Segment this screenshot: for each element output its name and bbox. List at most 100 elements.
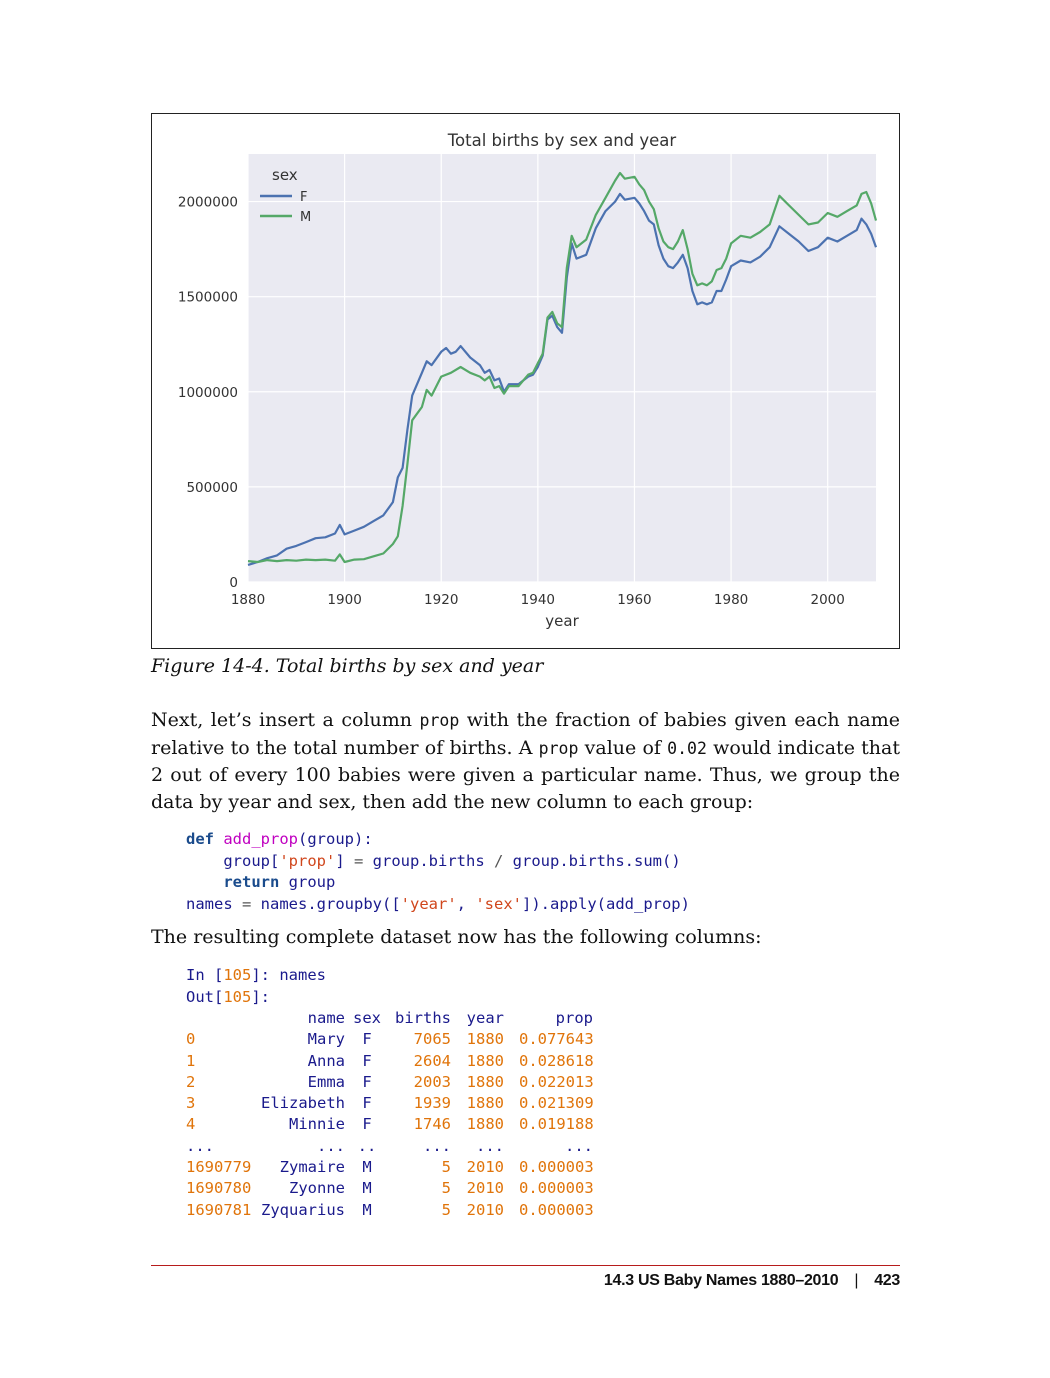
legend-label-m: M (300, 210, 311, 225)
row-index: 1690779 (186, 1158, 252, 1177)
cell-births: 1746 (413, 1115, 451, 1134)
code-token: ]).apply(add_prop) (522, 894, 690, 913)
plot-background (248, 154, 876, 582)
code-string: 'year' (400, 894, 457, 913)
in-prompt-label: In [ (186, 966, 224, 984)
cell-births: 2003 (413, 1072, 451, 1091)
x-tick-labels: 1880 1900 1920 1940 1960 1980 2000 (231, 592, 845, 608)
cell-year: 1880 (466, 1115, 504, 1134)
code-function-name: add_prop (223, 830, 298, 848)
cell-births: ... (423, 1136, 451, 1155)
x-axis-label: year (545, 612, 579, 630)
cell-sex: F (362, 1094, 372, 1113)
y-tick-labels: 0 500000 1000000 1500000 2000000 (178, 195, 238, 591)
code-token: group[ (223, 851, 280, 870)
cell-births: 2604 (413, 1051, 451, 1070)
para1-text-3: value of (578, 736, 668, 759)
code-operator: / (494, 851, 504, 870)
para1-text-2: with the fraction of babies given each n… (151, 709, 900, 759)
legend: sex F M (260, 166, 311, 225)
inline-code-prop-2: prop (538, 738, 579, 758)
para1-text-1: Next, let’s insert a column (151, 709, 420, 731)
out-prompt-label: Out[ (186, 987, 224, 1006)
cell-prop: 0.021309 (519, 1094, 594, 1113)
cell-year: 2010 (466, 1200, 504, 1219)
table-row: 1690779 Zymaire M 5 2010 0.000003 (186, 1157, 606, 1178)
cell-year: 2010 (466, 1158, 504, 1177)
legend-label-f: F (300, 190, 307, 205)
column-header-births: births (395, 1009, 451, 1027)
series-line-m (247, 171, 878, 564)
cell-prop: 0.000003 (519, 1158, 594, 1177)
x-tick-label: 2000 (811, 592, 845, 608)
cell-name: Zyonne (289, 1179, 345, 1198)
out-prompt-number: 105 (223, 987, 252, 1006)
row-index: 1690781 (186, 1200, 252, 1219)
cell-name: Minnie (289, 1115, 345, 1134)
cell-sex: F (362, 1051, 372, 1070)
page-footer: 14.3 US Baby Names 1880–2010 | 423 (604, 1272, 900, 1290)
cell-prop: 0.028618 (519, 1051, 594, 1070)
figure-caption: Figure 14-4. Total births by sex and yea… (151, 655, 544, 677)
table-row: ................. (186, 1136, 606, 1157)
cell-sex: M (362, 1158, 372, 1177)
x-tick-label: 1940 (521, 592, 555, 608)
cell-sex: .. (357, 1136, 377, 1155)
y-tick-label: 1500000 (178, 290, 238, 306)
cell-sex: F (362, 1030, 372, 1049)
row-index: 0 (186, 1030, 196, 1049)
cell-year: 2010 (466, 1179, 504, 1198)
cell-prop: ... (565, 1136, 593, 1155)
ipython-prompt: In [105]: names Out[105]: (186, 965, 326, 1008)
cell-name: Zymaire (279, 1158, 345, 1177)
code-line-4: names = names.groupby(['year', 'sex']).a… (186, 894, 690, 916)
code-token: group.births (363, 851, 494, 870)
x-tick-label: 1880 (231, 592, 265, 608)
grid-lines (247, 154, 876, 583)
code-line-1: def add_prop(group): (186, 829, 690, 851)
out-prompt-suffix: ]: (251, 987, 270, 1006)
code-return-keyword: return (223, 873, 280, 891)
cell-name: Zyquarius (261, 1200, 345, 1219)
legend-title: sex (272, 166, 298, 184)
code-token: , (456, 894, 476, 913)
column-header-year: year (466, 1009, 504, 1027)
x-tick-label: 1920 (424, 592, 458, 608)
cell-name: Elizabeth (261, 1094, 345, 1113)
in-prompt-line: In [105]: names (186, 965, 326, 987)
row-index: 4 (186, 1115, 196, 1134)
footer-page-number: 423 (874, 1272, 900, 1289)
code-token: names (186, 894, 242, 913)
code-indent (186, 873, 223, 891)
cell-sex: F (362, 1115, 372, 1134)
inline-code-value: 0.02 (667, 738, 707, 758)
cell-births: 1939 (413, 1094, 451, 1113)
code-signature: (group): (298, 830, 373, 848)
cell-prop: 0.000003 (519, 1179, 594, 1198)
cell-year: 1880 (466, 1094, 504, 1113)
code-block: def add_prop(group): group['prop'] = gro… (186, 829, 690, 915)
cell-name: ... (317, 1136, 345, 1155)
table-header-row: name sex births year prop (186, 1008, 606, 1029)
cell-name: Anna (307, 1051, 345, 1070)
column-header-name: name (307, 1009, 345, 1027)
footer-rule (151, 1265, 900, 1266)
table-row: 2 Emma F 2003 1880 0.022013 (186, 1072, 606, 1093)
chart-title: Total births by sex and year (447, 131, 677, 150)
cell-prop: 0.077643 (519, 1030, 594, 1049)
cell-year: ... (476, 1136, 504, 1155)
code-token: group.births.sum() (503, 851, 681, 870)
y-tick-label: 1000000 (178, 385, 238, 401)
code-line-2: group['prop'] = group.births / group.bir… (186, 851, 690, 873)
series-lines (247, 171, 878, 566)
code-line-3: return group (186, 872, 690, 894)
cell-year: 1880 (466, 1051, 504, 1070)
code-token: group (279, 873, 336, 891)
y-tick-label: 2000000 (178, 195, 238, 211)
row-index: 3 (186, 1094, 196, 1113)
cell-sex: F (362, 1072, 372, 1091)
table-row: 1690780 Zyonne M 5 2010 0.000003 (186, 1178, 606, 1199)
cell-births: 5 (441, 1179, 451, 1198)
x-tick-label: 1960 (617, 592, 651, 608)
table-row: 3 Elizabeth F 1939 1880 0.021309 (186, 1093, 606, 1114)
